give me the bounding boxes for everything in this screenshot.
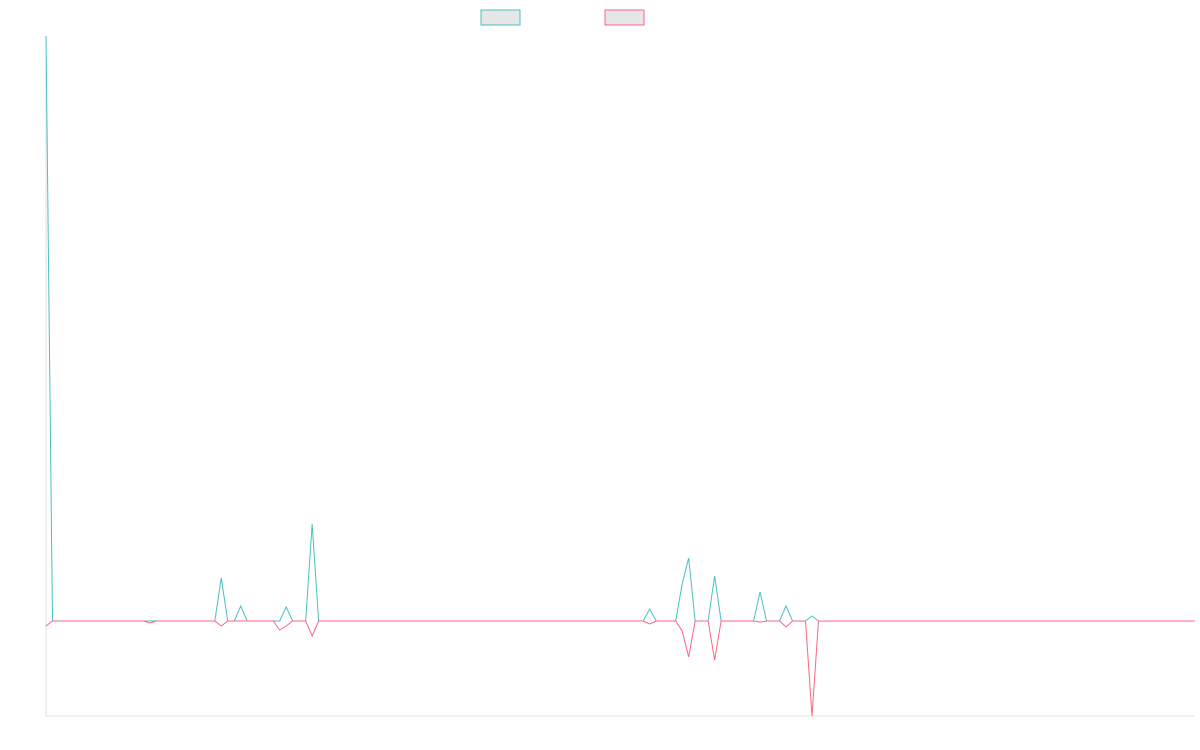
legend-swatch[interactable] [604,9,645,26]
legend-swatch[interactable] [480,9,521,26]
line-series [45,35,1195,622]
line-series [45,620,1195,717]
